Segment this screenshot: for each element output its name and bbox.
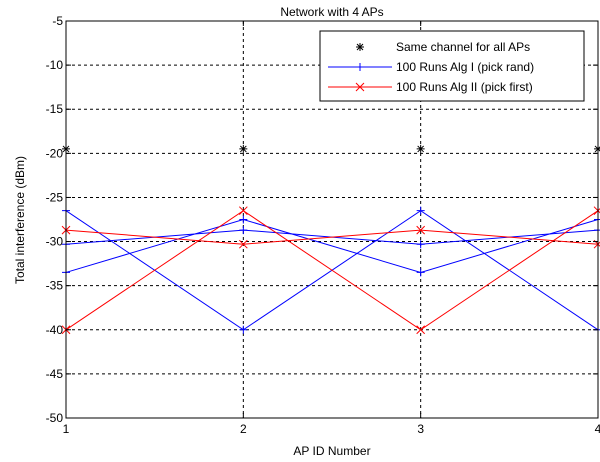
series-2 [61,206,600,335]
legend-box [319,30,585,102]
x-tick-label: 4 [595,422,600,436]
y-tick-label: -30 [46,235,64,249]
y-tick-label: -35 [46,279,64,293]
series-1-line-1 [65,218,599,273]
y-tick-label: -25 [46,190,64,204]
data-point [416,240,425,249]
axis-ticks: 1 2 3 4 -5 -10 -15 -20 -25 -30 -35 -40 -45 -50 [46,14,600,436]
data-point [239,215,248,224]
legend: Same channel for all APs 100 Runs Alg I (… [319,30,585,102]
y-tick-label: -15 [46,102,64,116]
series-2-line-1 [65,229,599,245]
x-axis-label: AP ID Number [293,444,370,458]
data-point [594,215,600,224]
data-point [416,268,425,277]
legend-marker-1 [356,63,364,71]
x-tick-label: 1 [63,422,70,436]
data-point [593,206,600,216]
data-point [416,225,426,235]
data-point [416,325,426,335]
x-tick-label: 3 [417,422,424,436]
data-point [594,226,600,235]
series-2-line-0 [65,210,599,331]
y-tick-label: -20 [46,146,64,160]
y-tick-label: -50 [46,411,64,425]
y-tick-label: -10 [46,58,64,72]
chart-title: Network with 4 APs [280,5,383,19]
legend-label: Same channel for all APs [396,40,530,54]
plot-area [65,20,599,419]
x-tick-label: 2 [240,422,247,436]
y-axis-label: Total interference (dBm) [13,156,27,284]
data-point [594,144,600,153]
data-point [239,226,248,235]
series-1 [62,206,600,334]
legend-label: 100 Runs Alg II (pick first) [396,80,533,94]
y-tick-label: -45 [46,367,64,381]
series-0 [62,144,600,153]
y-tick-label: -40 [46,323,64,337]
y-tick-label: -5 [52,14,63,28]
data-point [239,325,248,334]
data-point [416,206,425,215]
legend-marker-2 [355,82,365,92]
legend-label: 100 Runs Alg I (pick rand) [396,60,534,74]
series-layer [61,144,600,335]
data-point [238,206,248,216]
data-point [239,144,248,153]
data-point [238,239,248,249]
data-point [416,144,425,153]
legend-marker-0 [356,43,364,51]
